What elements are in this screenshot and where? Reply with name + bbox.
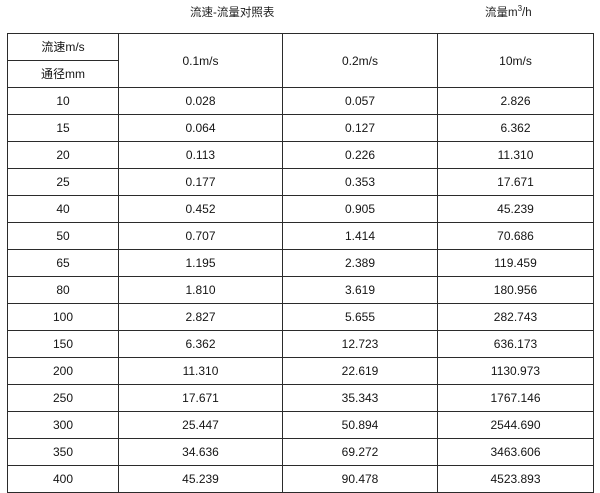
cube-superscript: 3 (517, 4, 523, 14)
cell-flow-v3: 3463.606 (437, 438, 594, 466)
cell-flow-v3: 119.459 (437, 249, 594, 277)
cell-flow-v2: 0.353 (282, 168, 438, 196)
cell-flow-v2: 69.272 (282, 438, 438, 466)
cell-diameter: 65 (7, 249, 119, 277)
cell-flow-v1: 25.447 (118, 411, 283, 439)
cell-diameter: 50 (7, 222, 119, 250)
table-row: 15 0.064 0.127 6.362 (7, 114, 594, 142)
table-row: 150 6.362 12.723 636.173 (7, 330, 594, 358)
flow-unit-label: 流量m3/h (485, 4, 532, 19)
cell-flow-v3: 2544.690 (437, 411, 594, 439)
cell-diameter: 400 (7, 465, 119, 493)
cell-flow-v1: 0.177 (118, 168, 283, 196)
table-row: 250 17.671 35.343 1767.146 (7, 384, 594, 412)
cell-flow-v2: 0.226 (282, 141, 438, 169)
cell-flow-v3: 45.239 (437, 195, 594, 223)
cell-flow-v1: 34.636 (118, 438, 283, 466)
cell-flow-v2: 0.127 (282, 114, 438, 142)
cell-flow-v3: 1130.973 (437, 357, 594, 385)
cell-flow-v2: 90.478 (282, 465, 438, 493)
cell-diameter: 40 (7, 195, 119, 223)
cell-diameter: 150 (7, 330, 119, 358)
flow-rate-table: 流速m/s 0.1m/s 0.2m/s 10m/s 通径mm 10 0.028 0.… (7, 33, 594, 493)
cell-flow-v3: 180.956 (437, 276, 594, 304)
column-header-1: 0.2m/s (282, 33, 438, 88)
cell-diameter: 20 (7, 141, 119, 169)
table-header-row-top: 流速m/s 0.1m/s 0.2m/s 10m/s (7, 33, 594, 88)
cell-flow-v2: 22.619 (282, 357, 438, 385)
table-row: 200 11.310 22.619 1130.973 (7, 357, 594, 385)
column-header-2: 10m/s (437, 33, 594, 88)
cell-flow-v1: 0.113 (118, 141, 283, 169)
cell-flow-v1: 0.064 (118, 114, 283, 142)
header-stub-velocity: 流速m/s (7, 33, 119, 61)
table-row: 80 1.810 3.619 180.956 (7, 276, 594, 304)
cell-flow-v3: 17.671 (437, 168, 594, 196)
cell-flow-v2: 35.343 (282, 384, 438, 412)
cell-flow-v1: 1.195 (118, 249, 283, 277)
cell-diameter: 300 (7, 411, 119, 439)
page-title: 流速-流量对照表 (190, 7, 275, 19)
column-header-0: 0.1m/s (118, 33, 283, 88)
flow-table-container: 流速m/s 0.1m/s 0.2m/s 10m/s 通径mm 10 0.028 0.… (7, 33, 594, 493)
cell-flow-v3: 70.686 (437, 222, 594, 250)
cell-diameter: 200 (7, 357, 119, 385)
cell-flow-v1: 45.239 (118, 465, 283, 493)
cell-flow-v1: 17.671 (118, 384, 283, 412)
cell-flow-v1: 11.310 (118, 357, 283, 385)
table-row: 65 1.195 2.389 119.459 (7, 249, 594, 277)
cell-diameter: 350 (7, 438, 119, 466)
cell-flow-v3: 4523.893 (437, 465, 594, 493)
cell-flow-v3: 282.743 (437, 303, 594, 331)
table-row: 25 0.177 0.353 17.671 (7, 168, 594, 196)
table-row: 20 0.113 0.226 11.310 (7, 141, 594, 169)
cell-diameter: 15 (7, 114, 119, 142)
cell-flow-v3: 6.362 (437, 114, 594, 142)
cell-flow-v1: 0.028 (118, 87, 283, 115)
cell-flow-v1: 1.810 (118, 276, 283, 304)
cell-flow-v2: 5.655 (282, 303, 438, 331)
cell-diameter: 100 (7, 303, 119, 331)
cell-flow-v1: 2.827 (118, 303, 283, 331)
cell-flow-v3: 2.826 (437, 87, 594, 115)
table-row: 300 25.447 50.894 2544.690 (7, 411, 594, 439)
cell-diameter: 25 (7, 168, 119, 196)
cell-flow-v2: 50.894 (282, 411, 438, 439)
cell-diameter: 10 (7, 87, 119, 115)
cell-flow-v2: 12.723 (282, 330, 438, 358)
cell-flow-v2: 0.057 (282, 87, 438, 115)
cell-flow-v1: 0.707 (118, 222, 283, 250)
cell-flow-v3: 11.310 (437, 141, 594, 169)
titles-row: 流速-流量对照表 流量m3/h (0, 0, 600, 30)
cell-flow-v2: 0.905 (282, 195, 438, 223)
cell-flow-v1: 6.362 (118, 330, 283, 358)
table-row: 40 0.452 0.905 45.239 (7, 195, 594, 223)
cell-diameter: 250 (7, 384, 119, 412)
header-stub-diameter: 通径mm (7, 60, 119, 88)
table-header-row-bottom: 通径mm (7, 60, 594, 88)
cell-flow-v1: 0.452 (118, 195, 283, 223)
cell-flow-v2: 3.619 (282, 276, 438, 304)
cell-diameter: 80 (7, 276, 119, 304)
table-row: 10 0.028 0.057 2.826 (7, 87, 594, 115)
cell-flow-v3: 1767.146 (437, 384, 594, 412)
cell-flow-v2: 2.389 (282, 249, 438, 277)
cell-flow-v2: 1.414 (282, 222, 438, 250)
table-row: 50 0.707 1.414 70.686 (7, 222, 594, 250)
cell-flow-v3: 636.173 (437, 330, 594, 358)
table-row: 350 34.636 69.272 3463.606 (7, 438, 594, 466)
table-row: 100 2.827 5.655 282.743 (7, 303, 594, 331)
table-row: 400 45.239 90.478 4523.893 (7, 465, 594, 493)
